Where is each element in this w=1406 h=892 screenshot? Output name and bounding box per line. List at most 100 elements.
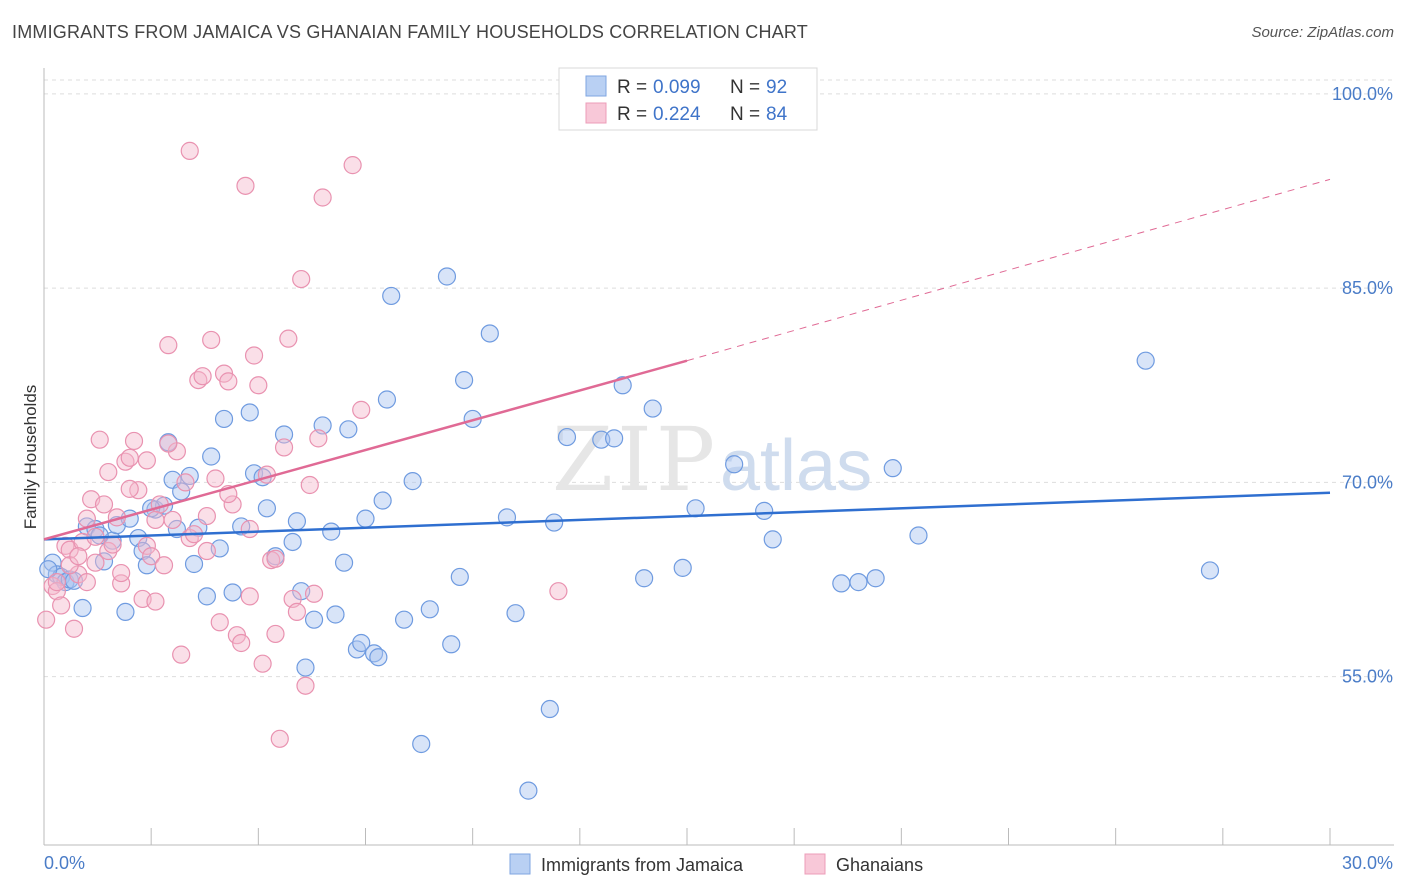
jamaica-point-59 bbox=[437, 267, 457, 286]
jamaica-point-84 bbox=[883, 459, 902, 478]
legend-n-label-2: N = bbox=[730, 104, 760, 125]
ghanaians-point-80 bbox=[47, 573, 66, 592]
jamaica-point-53 bbox=[377, 390, 397, 409]
ghanaians-point-55 bbox=[274, 438, 294, 457]
legend-top: R = 0.099 N = 92 R = 0.224 N = 84 bbox=[558, 67, 818, 131]
ghanaians-point-13 bbox=[94, 495, 114, 514]
jamaica-point-31 bbox=[240, 403, 259, 422]
legend-swatch-ghanaians bbox=[585, 102, 607, 124]
jamaica-point-79 bbox=[755, 501, 774, 520]
trend-lines bbox=[43, 178, 1331, 541]
jamaica-point-36 bbox=[274, 425, 294, 444]
ghanaians-point-23 bbox=[137, 536, 156, 555]
legend-r-value-2: 0.224 bbox=[653, 104, 701, 125]
legend-n-value-2: 84 bbox=[766, 104, 788, 125]
jamaica-point-77 bbox=[686, 499, 705, 518]
ghanaians-point-79 bbox=[549, 582, 568, 601]
y-tick-label-2: 85.0% bbox=[1342, 278, 1393, 298]
ghanaians-point-54 bbox=[270, 729, 289, 748]
ghanaians-point-50 bbox=[253, 654, 272, 673]
jamaica-point-46 bbox=[339, 420, 358, 439]
legend-r-label-2: R = bbox=[617, 104, 647, 125]
ghanaians-point-62 bbox=[304, 584, 324, 603]
series-jamaica-points bbox=[39, 267, 1220, 800]
ghanaians-point-43 bbox=[223, 495, 242, 514]
y-tick-label-1: 70.0% bbox=[1342, 472, 1393, 492]
jamaica-point-56 bbox=[403, 472, 422, 491]
trend-line-ghanaians bbox=[43, 359, 688, 541]
jamaica-point-85 bbox=[909, 526, 928, 545]
jamaica-point-28 bbox=[214, 409, 234, 429]
ghanaians-point-67 bbox=[180, 141, 199, 160]
jamaica-point-74 bbox=[635, 569, 654, 588]
legend-bottom: Immigrants from Jamaica Ghanaians bbox=[509, 853, 923, 875]
ghanaians-point-25 bbox=[146, 592, 165, 611]
ghanaians-point-19 bbox=[120, 448, 139, 467]
jamaica-point-37 bbox=[283, 532, 302, 552]
jamaica-point-52 bbox=[373, 491, 392, 510]
jamaica-point-67 bbox=[519, 781, 538, 800]
jamaica-point-68 bbox=[540, 699, 559, 719]
ghanaians-point-3 bbox=[52, 596, 71, 615]
ghanaians-point-75 bbox=[266, 549, 285, 568]
ghanaians-point-49 bbox=[249, 376, 268, 395]
ghanaians-point-63 bbox=[309, 429, 328, 448]
jamaica-point-86 bbox=[1136, 351, 1155, 370]
y-axis-tick-labels: 55.0% 70.0% 85.0% 100.0% bbox=[1332, 84, 1393, 687]
ghanaians-point-59 bbox=[292, 269, 311, 289]
jamaica-point-87 bbox=[1200, 561, 1220, 580]
ghanaians-point-17 bbox=[112, 574, 131, 593]
ghanaians-point-83 bbox=[120, 479, 139, 498]
ghanaians-point-36 bbox=[193, 367, 212, 386]
ghanaians-point-73 bbox=[197, 541, 216, 561]
jamaica-point-49 bbox=[356, 509, 375, 528]
ghanaians-point-56 bbox=[279, 329, 298, 348]
chart-title: IMMIGRANTS FROM JAMAICA VS GHANAIAN FAMI… bbox=[12, 22, 808, 42]
ghanaians-point-68 bbox=[77, 573, 96, 592]
watermark-zip: ZIP bbox=[552, 408, 719, 511]
legend-swatch-jamaica bbox=[585, 75, 607, 97]
jamaica-point-26 bbox=[202, 447, 221, 466]
ghanaians-point-12 bbox=[90, 430, 109, 449]
ghanaians-point-64 bbox=[313, 188, 332, 207]
jamaica-point-41 bbox=[304, 610, 324, 629]
jamaica-point-64 bbox=[480, 324, 499, 343]
ghanaians-point-15 bbox=[103, 535, 122, 554]
x-tick-label-min: 0.0% bbox=[44, 853, 85, 873]
jamaica-point-61 bbox=[450, 567, 469, 587]
jamaica-point-76 bbox=[673, 558, 692, 577]
ghanaians-point-48 bbox=[244, 346, 264, 365]
ghanaians-point-32 bbox=[176, 473, 195, 492]
jamaica-point-40 bbox=[296, 658, 315, 677]
ghanaians-point-76 bbox=[159, 434, 178, 453]
bottom-legend-label-ghanaians: Ghanaians bbox=[836, 855, 923, 875]
legend-n-label-1: N = bbox=[730, 77, 760, 98]
jamaica-point-78 bbox=[725, 455, 744, 474]
ghanaians-point-81 bbox=[69, 547, 88, 566]
ghanaians-point-38 bbox=[202, 330, 221, 350]
bottom-legend-swatch-jamaica bbox=[509, 853, 531, 875]
jamaica-point-83 bbox=[866, 569, 885, 588]
ghanaians-point-27 bbox=[154, 556, 174, 575]
jamaica-point-82 bbox=[849, 573, 868, 592]
ghanaians-point-45 bbox=[232, 633, 251, 653]
ghanaians-point-65 bbox=[343, 156, 362, 175]
ghanaians-point-20 bbox=[124, 431, 144, 451]
ghanaians-point-29 bbox=[163, 510, 182, 530]
jamaica-point-62 bbox=[454, 370, 474, 390]
gridlines bbox=[44, 79, 1394, 678]
jamaica-point-80 bbox=[763, 530, 782, 549]
jamaica-point-54 bbox=[382, 286, 401, 306]
trend-line-jamaica bbox=[43, 491, 1331, 541]
jamaica-point-38 bbox=[287, 512, 307, 531]
ghanaians-point-40 bbox=[210, 613, 229, 632]
jamaica-point-72 bbox=[605, 429, 624, 448]
legend-n-value-1: 92 bbox=[766, 77, 787, 98]
jamaica-point-73 bbox=[613, 376, 632, 395]
ghanaians-point-74 bbox=[240, 519, 259, 539]
jamaica-point-25 bbox=[197, 587, 216, 606]
ghanaians-point-46 bbox=[236, 176, 255, 195]
ghanaians-point-11 bbox=[86, 553, 105, 572]
jamaica-point-57 bbox=[412, 734, 431, 754]
watermark-atlas: atlas bbox=[720, 426, 872, 506]
